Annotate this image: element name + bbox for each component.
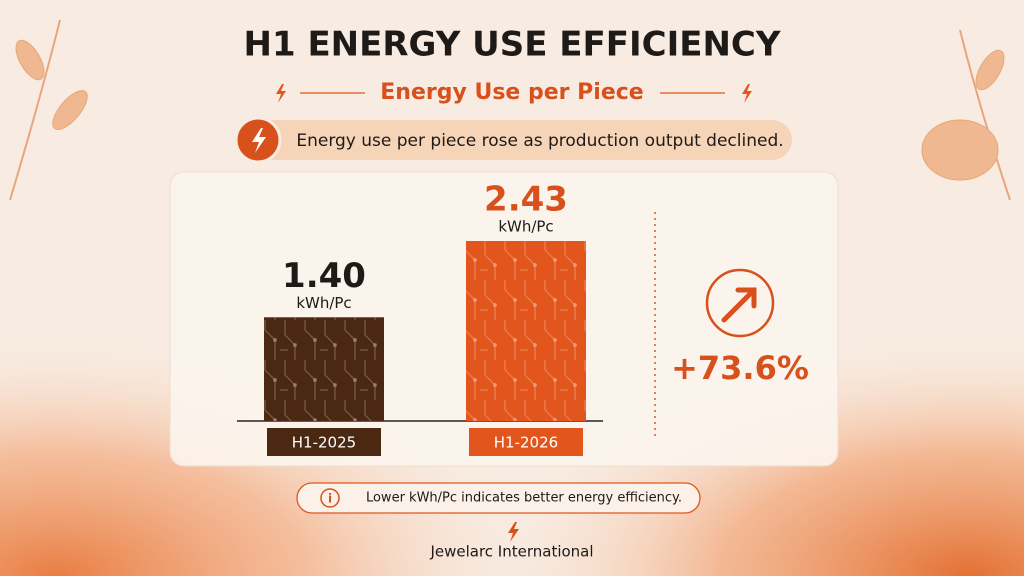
trend-icon [705, 268, 775, 338]
unit-label: kWh/Pc [296, 294, 351, 312]
info-icon: i [328, 492, 332, 506]
note: Lower kWh/Pc indicates better energy eff… [366, 491, 682, 506]
bolt-icon [252, 128, 266, 153]
note-box [296, 482, 701, 514]
x-tick-label: H1-2026 [494, 434, 558, 452]
value-label: 2.43 [484, 180, 568, 220]
subtitle: Energy Use per Piece [380, 80, 643, 105]
headline-banner [240, 120, 792, 160]
change-label: +73.6% [671, 349, 809, 387]
headline: Energy use per piece rose as production … [296, 131, 783, 151]
category-box [267, 428, 381, 456]
info-icon [320, 488, 340, 508]
footer: Jewelarc International [429, 543, 593, 561]
value-label: 1.40 [282, 256, 366, 296]
bolt-icon [508, 522, 519, 542]
bar-texture [466, 241, 586, 421]
title: H1 ENERGY USE EFFICIENCY [244, 25, 781, 65]
bar-texture [264, 317, 384, 421]
leaves [9, 19, 1011, 201]
x-tick-label: H1-2025 [292, 434, 356, 452]
unit-label: kWh/Pc [498, 218, 553, 236]
trend-arrow [721, 287, 757, 323]
category-box [469, 428, 583, 456]
